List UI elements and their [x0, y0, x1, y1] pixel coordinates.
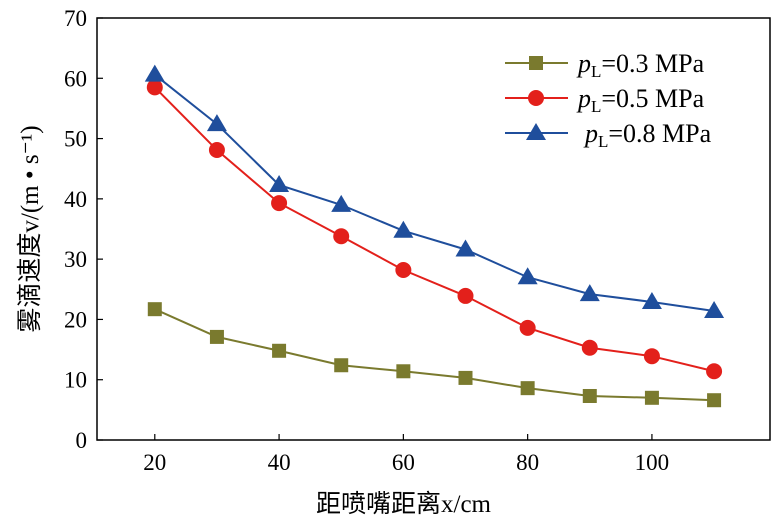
legend-item: pL=0.3 MPa	[505, 49, 705, 81]
y-tick-label: 30	[64, 247, 87, 272]
legend-marker	[529, 56, 543, 70]
y-tick-label: 10	[64, 368, 87, 393]
legend-item: pL=0.5 MPa	[505, 84, 705, 116]
legend-marker	[526, 123, 546, 140]
x-axis-label: 距喷嘴距离x/cm	[316, 490, 492, 518]
data-point	[334, 358, 349, 373]
data-point	[579, 284, 600, 302]
data-point	[146, 79, 163, 96]
data-point	[271, 195, 288, 212]
legend-label: pL=0.3 MPa	[576, 49, 705, 81]
legend-label: pL=0.8 MPa	[583, 119, 712, 151]
series-line	[154, 86, 715, 373]
data-point	[582, 388, 597, 403]
series-line	[154, 308, 715, 402]
data-point	[208, 142, 225, 159]
data-point	[707, 393, 722, 408]
legend-marker	[528, 90, 544, 106]
data-point	[455, 239, 476, 257]
data-point	[396, 364, 411, 379]
series-triangle	[144, 64, 725, 318]
y-tick-label: 0	[76, 428, 88, 453]
x-tick-label: 100	[635, 450, 670, 475]
data-point	[144, 64, 165, 82]
series-line	[154, 73, 715, 312]
series-circle	[146, 79, 723, 380]
data-point	[581, 339, 598, 356]
data-point	[706, 363, 723, 380]
x-tick-label: 60	[392, 450, 415, 475]
data-point	[333, 228, 350, 245]
data-point	[269, 174, 290, 192]
data-point	[457, 287, 474, 304]
data-point	[147, 302, 162, 317]
data-point	[641, 291, 662, 309]
data-point	[643, 348, 660, 365]
series-square	[147, 302, 722, 408]
x-tick-label: 20	[143, 450, 166, 475]
y-tick-label: 50	[64, 127, 87, 152]
y-tick-label: 70	[64, 6, 87, 31]
data-point	[458, 370, 473, 385]
x-tick-label: 40	[268, 450, 291, 475]
y-axis-label: 雾滴速度v/(m • s⁻¹)	[16, 125, 44, 332]
data-point	[704, 300, 725, 318]
data-point	[395, 261, 412, 278]
y-tick-label: 40	[64, 187, 87, 212]
y-tick-label: 60	[64, 66, 87, 91]
data-point	[206, 114, 227, 132]
legend-label: pL=0.5 MPa	[576, 84, 705, 116]
data-point	[520, 381, 535, 396]
data-point	[517, 267, 538, 285]
data-point	[209, 329, 224, 344]
data-point	[519, 319, 536, 336]
data-point	[272, 343, 287, 358]
plot-frame	[96, 17, 771, 441]
x-tick-label: 80	[516, 450, 539, 475]
y-tick-label: 20	[64, 307, 87, 332]
data-point	[644, 390, 659, 405]
data-point	[331, 194, 352, 212]
legend-item: pL=0.8 MPa	[505, 119, 712, 151]
data-point	[393, 220, 414, 238]
